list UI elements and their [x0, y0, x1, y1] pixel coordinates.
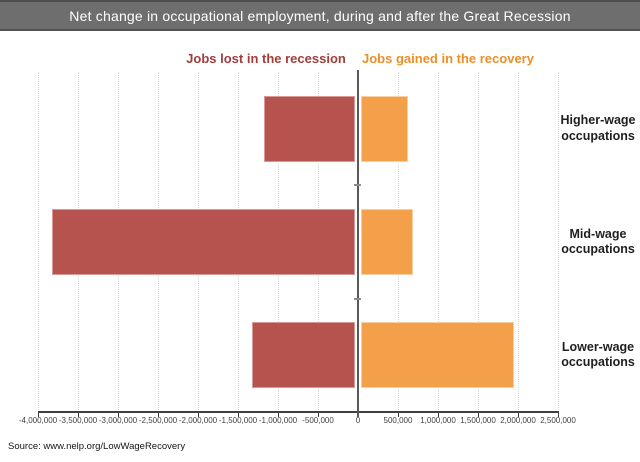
x-tick-label: 1,000,000 [420, 416, 456, 425]
x-tick-label: -1,000,000 [258, 416, 298, 425]
x-axis-tick [438, 413, 439, 417]
x-tick-label: -4,000,000 [18, 416, 58, 425]
x-axis-tick [158, 413, 159, 417]
x-axis-tick [398, 413, 399, 417]
category-label-0: Higher-wage occupations [560, 113, 636, 143]
gridline [477, 72, 479, 412]
x-axis-tick [478, 413, 479, 417]
x-tick-label: 2,000,000 [500, 416, 536, 425]
x-tick-label: 0 [355, 416, 361, 425]
chart-title: Net change in occupational employment, d… [69, 7, 571, 24]
zero-line-tick [354, 297, 361, 300]
x-tick-label: -1,500,000 [218, 416, 258, 425]
gridline [437, 72, 439, 412]
x-axis-tick [318, 413, 319, 417]
bar-lost-0 [264, 95, 355, 162]
category-labels: Higher-wage occupations Mid-wage occupati… [559, 72, 637, 412]
bar-gained-2 [361, 322, 514, 389]
x-tick-label: -3,500,000 [58, 416, 98, 425]
source-note: Source: www.nelp.org/LowWageRecovery [8, 441, 186, 452]
bar-gained-0 [361, 95, 408, 162]
gridline [517, 72, 519, 412]
gridline [557, 72, 559, 412]
x-axis-tick [238, 413, 239, 417]
x-axis-tick [278, 413, 279, 417]
x-tick-label: 1,500,000 [460, 416, 496, 425]
x-tick-label: -3,000,000 [98, 416, 138, 425]
x-axis-tick [118, 413, 119, 417]
x-tick-label: -2,000,000 [178, 416, 218, 425]
bar-lost-2 [251, 322, 355, 389]
plot-area [37, 70, 559, 417]
x-axis-line [38, 411, 559, 413]
x-axis-tick [558, 413, 559, 417]
x-axis-tick [78, 413, 79, 417]
zero-baseline [357, 70, 359, 417]
zero-line-tick [354, 184, 361, 187]
legend-gained-label: Jobs gained in the recovery [362, 51, 534, 66]
bar-lost-1 [52, 209, 355, 275]
x-axis-tick [198, 413, 199, 417]
x-axis-tick [38, 413, 39, 417]
x-axis-tick [518, 413, 519, 417]
x-tick-label: -500,000 [302, 416, 334, 425]
x-tick-label: 2,500,000 [540, 416, 576, 425]
gridline [37, 72, 39, 412]
category-label-1: Mid-wage occupations [561, 226, 635, 256]
bar-gained-1 [361, 209, 414, 275]
chart-title-bar: Net change in occupational employment, d… [0, 0, 640, 31]
legend-lost-label: Jobs lost in the recession [186, 51, 346, 66]
x-tick-label: 500,000 [383, 416, 413, 425]
category-label-2: Lower-wage occupations [561, 340, 635, 370]
x-tick-label: -2,500,000 [138, 416, 178, 425]
